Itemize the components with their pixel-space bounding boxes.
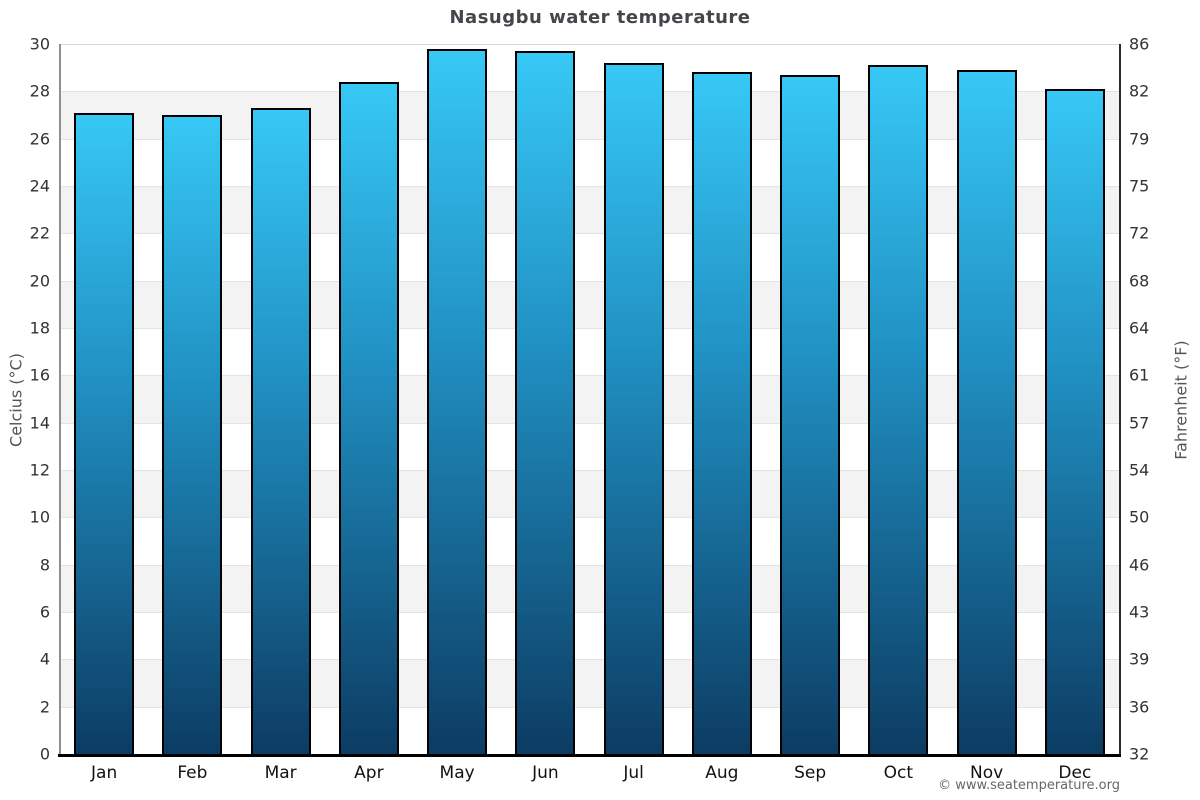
bar-apr xyxy=(338,81,399,754)
celsius-tick-label: 28 xyxy=(29,81,50,101)
fahrenheit-tick-label: 86 xyxy=(1129,34,1150,54)
left-axis-spine xyxy=(59,44,61,756)
month-label-jan: Jan xyxy=(91,763,118,783)
bar-jan xyxy=(74,112,135,754)
plot-area xyxy=(60,44,1119,755)
bar-feb xyxy=(162,115,223,754)
celsius-tick-label: 20 xyxy=(29,271,50,291)
celsius-tick-label: 18 xyxy=(29,318,50,338)
gridline xyxy=(60,612,1119,613)
grid-band xyxy=(60,375,1119,423)
bar-aug xyxy=(691,72,752,754)
month-label-aug: Aug xyxy=(705,763,739,783)
celsius-tick-label: 14 xyxy=(29,413,50,433)
celsius-tick-label: 24 xyxy=(29,176,50,196)
month-label-jun: Jun xyxy=(532,763,559,783)
grid-band xyxy=(60,659,1119,707)
celsius-axis-title: Celcius (°C) xyxy=(6,353,26,447)
fahrenheit-tick-label: 39 xyxy=(1129,649,1150,669)
grid-band xyxy=(60,186,1119,234)
gridline xyxy=(60,564,1119,566)
month-label-sep: Sep xyxy=(794,763,827,783)
celsius-tick-label: 4 xyxy=(39,649,50,669)
month-label-apr: Apr xyxy=(354,763,384,783)
fahrenheit-tick-label: 43 xyxy=(1129,602,1150,622)
gridline xyxy=(60,186,1119,187)
gridline xyxy=(60,138,1119,140)
month-label-feb: Feb xyxy=(177,763,208,783)
fahrenheit-tick-label: 72 xyxy=(1129,223,1150,243)
grid-band xyxy=(60,470,1119,518)
gridline xyxy=(60,659,1119,661)
gridline xyxy=(60,44,1119,45)
right-axis-spine xyxy=(1119,44,1121,756)
month-label-mar: Mar xyxy=(264,763,297,783)
chart-title: Nasugbu water temperature xyxy=(449,7,751,28)
month-label-jul: Jul xyxy=(623,763,644,783)
fahrenheit-tick-label: 79 xyxy=(1129,129,1150,149)
grid-band xyxy=(60,91,1119,139)
celsius-tick-label: 16 xyxy=(29,365,50,385)
celsius-tick-label: 26 xyxy=(29,129,50,149)
celsius-tick-label: 6 xyxy=(39,602,50,622)
fahrenheit-axis-title: Fahrenheit (°F) xyxy=(1171,340,1191,460)
fahrenheit-tick-label: 50 xyxy=(1129,507,1150,527)
bar-sep xyxy=(780,74,841,754)
celsius-tick-label: 8 xyxy=(39,555,50,575)
gridline xyxy=(60,375,1119,377)
fahrenheit-tick-label: 61 xyxy=(1129,365,1150,385)
gridline xyxy=(60,470,1119,471)
celsius-tick-label: 2 xyxy=(39,697,50,717)
month-label-oct: Oct xyxy=(883,763,914,783)
bar-jun xyxy=(515,51,576,754)
gridline xyxy=(60,280,1119,282)
bar-nov xyxy=(956,70,1017,754)
bar-mar xyxy=(250,107,311,754)
gridline xyxy=(60,422,1119,424)
fahrenheit-tick-label: 82 xyxy=(1129,81,1150,101)
fahrenheit-tick-label: 68 xyxy=(1129,271,1150,291)
celsius-tick-label: 22 xyxy=(29,223,50,243)
celsius-tick-label: 12 xyxy=(29,460,50,480)
gridline xyxy=(60,517,1119,519)
month-label-dec: Dec xyxy=(1058,763,1092,783)
attribution-watermark: © www.seatemperature.org xyxy=(938,778,1120,793)
celsius-tick-label: 30 xyxy=(29,34,50,54)
fahrenheit-tick-label: 46 xyxy=(1129,555,1150,575)
gridline xyxy=(60,233,1119,235)
gridline xyxy=(60,91,1119,93)
grid-band xyxy=(60,280,1119,328)
bar-jul xyxy=(603,62,664,754)
month-label-may: May xyxy=(439,763,475,783)
bar-dec xyxy=(1044,88,1105,754)
fahrenheit-tick-label: 36 xyxy=(1129,697,1150,717)
gridline xyxy=(60,328,1119,329)
gridline xyxy=(60,706,1119,708)
bar-may xyxy=(427,48,488,754)
x-axis-line xyxy=(58,754,1121,757)
month-label-nov: Nov xyxy=(970,763,1004,783)
fahrenheit-tick-label: 75 xyxy=(1129,176,1150,196)
fahrenheit-tick-label: 54 xyxy=(1129,460,1150,480)
grid-band xyxy=(60,564,1119,612)
fahrenheit-tick-label: 64 xyxy=(1129,318,1150,338)
bar-oct xyxy=(868,65,929,754)
fahrenheit-tick-label: 32 xyxy=(1129,744,1150,764)
fahrenheit-tick-label: 57 xyxy=(1129,413,1150,433)
celsius-tick-label: 10 xyxy=(29,507,50,527)
celsius-tick-label: 0 xyxy=(39,744,50,764)
